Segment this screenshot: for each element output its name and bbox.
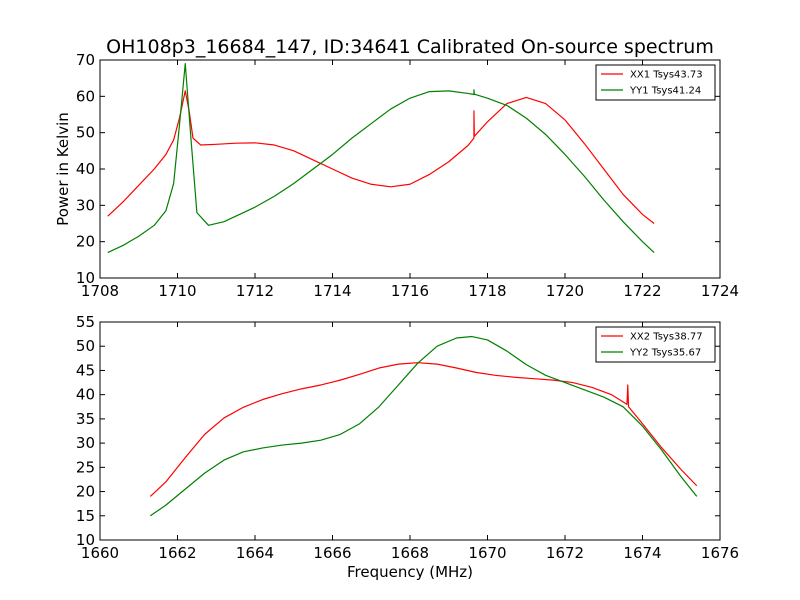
y-tick-label: 10 <box>76 531 95 549</box>
x-tick-label: 1662 <box>158 544 196 562</box>
top-spectrum-plot: 1708 1710 1712 1714 1716 1718 1720 1722 1724 10 20… <box>76 51 739 300</box>
x-tick-label: 1720 <box>546 282 584 300</box>
legend-label: XX1 Tsys43.73 <box>630 70 703 81</box>
legend-box <box>595 64 716 101</box>
legend-label: YY2 Tsys35.67 <box>629 348 701 359</box>
y-tick-label: 40 <box>76 386 95 404</box>
y-tick-label: 40 <box>76 160 95 178</box>
y-tick-label: 70 <box>76 51 95 69</box>
y-axis-label-top: Power in Kelvin <box>54 112 72 226</box>
y-tick-label: 25 <box>76 458 95 476</box>
legend: XX2 Tsys38.77 YY2 Tsys35.67 <box>595 326 716 363</box>
y-tick-label: 20 <box>76 233 95 251</box>
legend-box <box>595 326 716 363</box>
legend: XX1 Tsys43.73 YY1 Tsys41.24 <box>595 64 716 101</box>
x-tick-label: 1668 <box>391 544 429 562</box>
y-tick-label: 35 <box>76 410 95 428</box>
x-tick-label: 1712 <box>236 282 274 300</box>
x-tick-label: 1666 <box>313 544 351 562</box>
bottom-spectrum-plot: 1660 1662 1664 1666 1668 1670 1672 1674 1676 10 15… <box>76 313 739 562</box>
y-tick-label: 45 <box>76 361 95 379</box>
legend-label: YY1 Tsys41.24 <box>629 86 701 97</box>
x-tick-label: 1674 <box>623 544 661 562</box>
legend-label: XX2 Tsys38.77 <box>630 332 703 343</box>
y-tick-label: 50 <box>76 337 95 355</box>
y-tick-label: 30 <box>76 434 95 452</box>
x-tick-label: 1670 <box>468 544 506 562</box>
x-tick-label: 1716 <box>391 282 429 300</box>
x-tick-label: 1708 <box>81 282 119 300</box>
y-tick-label: 55 <box>76 313 95 331</box>
chart-title: OH108p3_16684_147, ID:34641 Calibrated O… <box>106 36 714 58</box>
series-line-yy1 <box>107 63 655 254</box>
y-tick-label: 20 <box>76 483 95 501</box>
series-line-xx1 <box>107 90 655 224</box>
x-tick-label: 1672 <box>546 544 584 562</box>
y-tick-label: 15 <box>76 507 95 525</box>
series-line-yy2 <box>150 335 698 517</box>
x-tick-label: 1722 <box>623 282 661 300</box>
x-tick-label: 1660 <box>81 544 119 562</box>
x-tick-label: 1714 <box>313 282 351 300</box>
y-tick-label: 60 <box>76 87 95 105</box>
x-tick-label: 1724 <box>701 282 739 300</box>
y-tick-label: 30 <box>76 196 95 214</box>
x-tick-label: 1710 <box>158 282 196 300</box>
series-line-xx2 <box>149 362 698 497</box>
y-tick-label: 10 <box>76 269 95 287</box>
x-tick-label: 1718 <box>468 282 506 300</box>
x-tick-label: 1664 <box>236 544 274 562</box>
y-tick-label: 50 <box>76 124 95 142</box>
x-axis-label-bottom: Frequency (MHz) <box>347 563 473 581</box>
x-tick-label: 1676 <box>701 544 739 562</box>
